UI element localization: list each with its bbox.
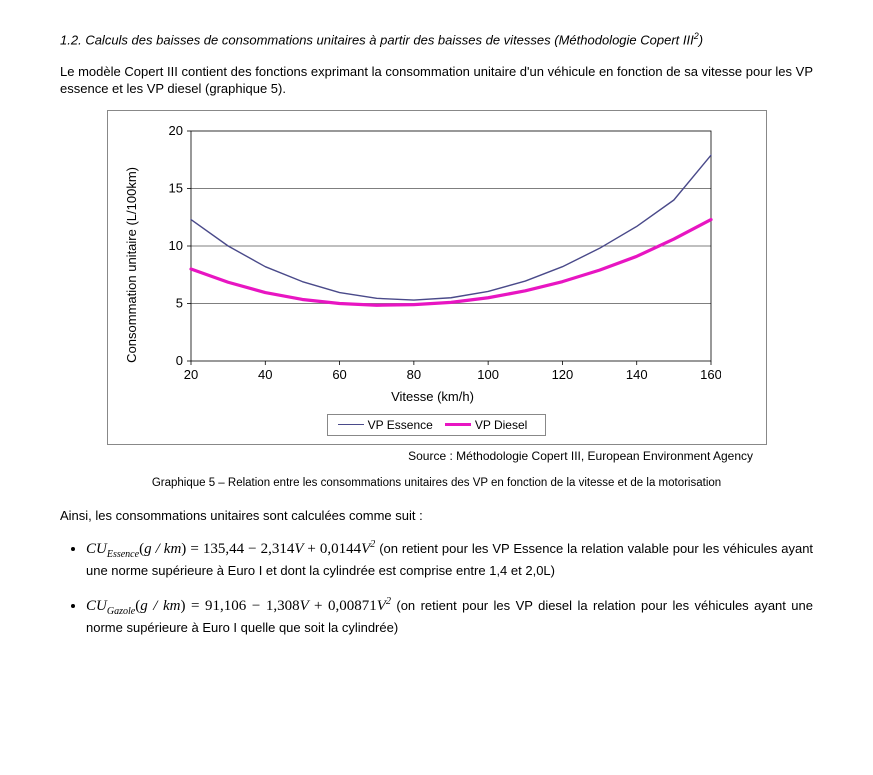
section-heading: 1.2. Calculs des baisses de consommation… — [60, 30, 813, 49]
svg-text:5: 5 — [175, 295, 182, 310]
svg-text:100: 100 — [477, 367, 499, 382]
svg-text:15: 15 — [168, 180, 182, 195]
formula-list: CUEssence(g / km) = 135,44 − 2,314V + 0,… — [60, 538, 813, 639]
svg-text:10: 10 — [168, 238, 182, 253]
line-chart: 0 5 10 15 20 20 40 60 80 100 120 140 160 — [145, 125, 721, 383]
lead-sentence: Ainsi, les consommations unitaires sont … — [60, 507, 813, 525]
chart-container: Consommation unitaire (L/100km) 0 5 10 15 20… — [107, 110, 767, 445]
heading-number: 1.2. — [60, 32, 82, 47]
svg-text:20: 20 — [168, 125, 182, 138]
intro-paragraph: Le modèle Copert III contient des foncti… — [60, 63, 813, 98]
formula: CUGazole(g / km) = 91,106 − 1,308V + 0,0… — [86, 598, 391, 613]
svg-text:40: 40 — [258, 367, 272, 382]
formula-item: CUGazole(g / km) = 91,106 − 1,308V + 0,0… — [86, 595, 813, 638]
heading-text-1: Calculs des baisses de consommations uni… — [85, 32, 693, 47]
chart-caption: Graphique 5 – Relation entre les consomm… — [60, 477, 813, 489]
legend-label: VP Essence — [368, 418, 433, 432]
svg-text:160: 160 — [700, 367, 721, 382]
chart-source: Source : Méthodologie Copert III, Europe… — [60, 449, 753, 463]
svg-text:120: 120 — [551, 367, 573, 382]
y-axis-label: Consommation unitaire (L/100km) — [124, 167, 139, 363]
chart-legend: VP Essence VP Diesel — [327, 414, 547, 436]
legend-swatch — [338, 424, 364, 425]
heading-text-2: ) — [699, 32, 703, 47]
svg-text:80: 80 — [406, 367, 420, 382]
svg-text:140: 140 — [625, 367, 647, 382]
svg-text:60: 60 — [332, 367, 346, 382]
formula-item: CUEssence(g / km) = 135,44 − 2,314V + 0,… — [86, 538, 813, 581]
legend-swatch — [445, 423, 471, 426]
svg-text:20: 20 — [183, 367, 197, 382]
legend-label: VP Diesel — [475, 418, 527, 432]
x-axis-label: Vitesse (km/h) — [391, 389, 474, 404]
formula: CUEssence(g / km) = 135,44 − 2,314V + 0,… — [86, 541, 375, 556]
svg-text:0: 0 — [175, 353, 182, 368]
